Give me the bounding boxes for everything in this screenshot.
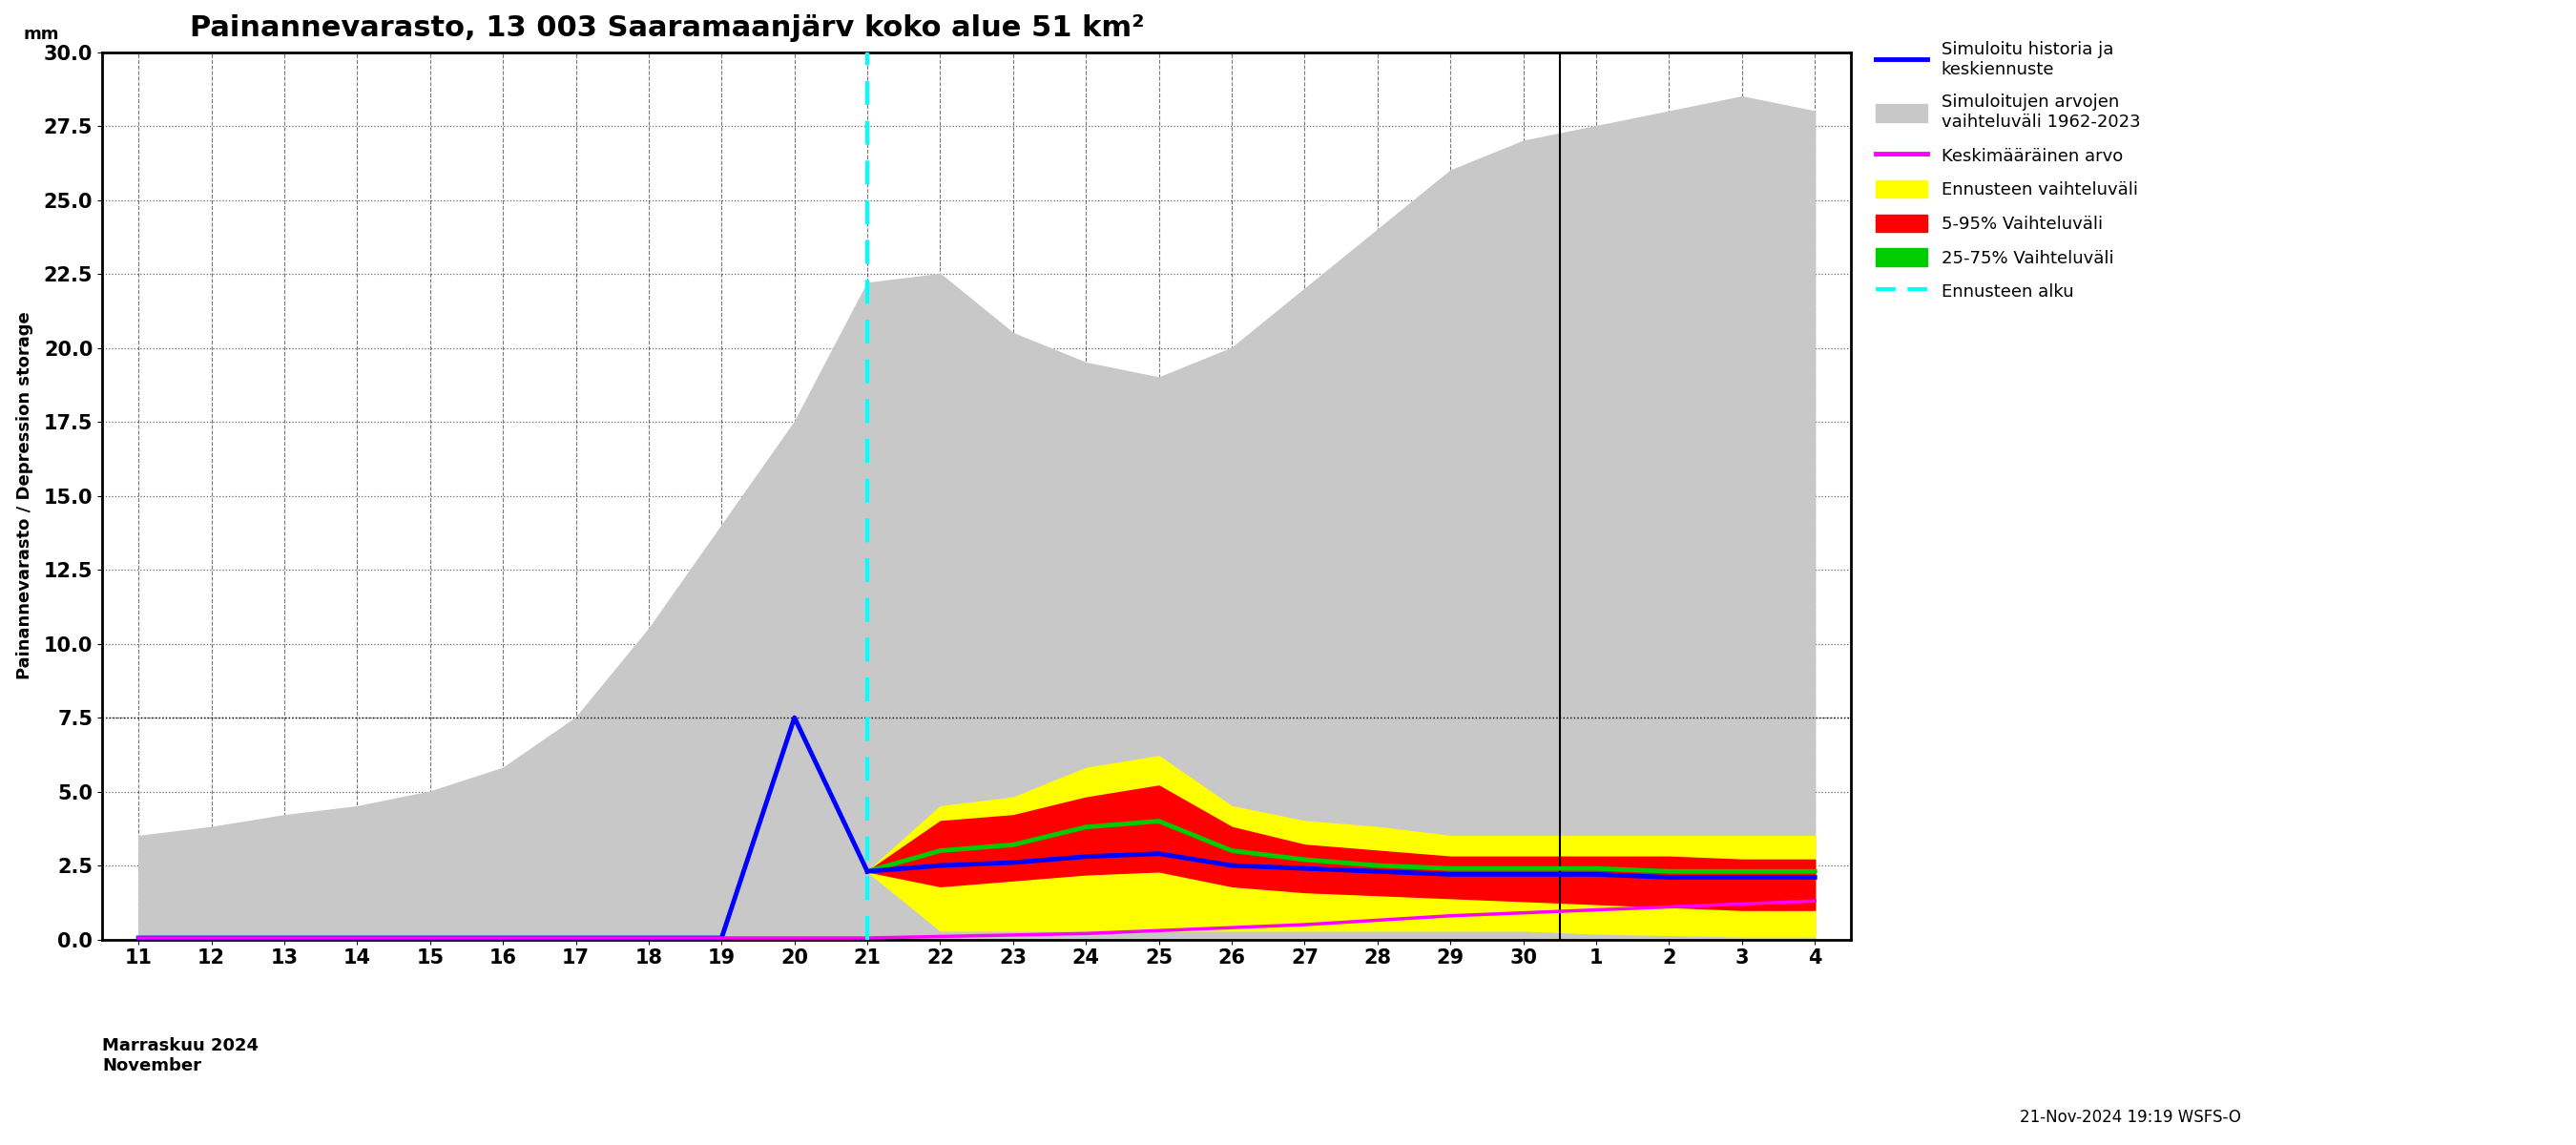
Y-axis label: Painannevarasto / Depression storage: Painannevarasto / Depression storage — [15, 311, 33, 680]
Legend: Simuloitu historia ja
keskiennuste, Simuloitujen arvojen
vaihteluväli 1962-2023,: Simuloitu historia ja keskiennuste, Simu… — [1868, 34, 2146, 308]
Text: mm: mm — [23, 26, 59, 44]
Text: Marraskuu 2024
November: Marraskuu 2024 November — [103, 1037, 258, 1074]
Text: 21-Nov-2024 19:19 WSFS-O: 21-Nov-2024 19:19 WSFS-O — [2020, 1108, 2241, 1126]
Text: Painannevarasto, 13 003 Saaramaanjärv koko alue 51 km²: Painannevarasto, 13 003 Saaramaanjärv ko… — [191, 14, 1144, 42]
